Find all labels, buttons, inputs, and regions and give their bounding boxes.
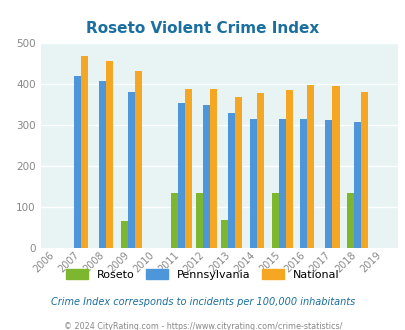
Bar [202, 105, 210, 248]
Bar [332, 86, 339, 248]
Bar [81, 56, 88, 248]
Bar [249, 119, 256, 248]
Bar [171, 193, 177, 248]
Bar [325, 120, 332, 248]
Bar [127, 92, 134, 248]
Bar [353, 122, 360, 248]
Bar [185, 89, 192, 248]
Bar [106, 61, 113, 248]
Bar [120, 221, 127, 248]
Bar [235, 97, 242, 248]
Bar [228, 113, 235, 248]
Bar [285, 90, 292, 248]
Bar [99, 81, 106, 248]
Bar [74, 77, 81, 248]
Text: Crime Index corresponds to incidents per 100,000 inhabitants: Crime Index corresponds to incidents per… [51, 297, 354, 307]
Text: © 2024 CityRating.com - https://www.cityrating.com/crime-statistics/: © 2024 CityRating.com - https://www.city… [64, 322, 341, 330]
Bar [177, 103, 185, 248]
Bar [221, 220, 228, 248]
Text: Roseto Violent Crime Index: Roseto Violent Crime Index [86, 21, 319, 36]
Bar [278, 119, 285, 248]
Bar [256, 93, 263, 248]
Bar [307, 84, 313, 248]
Bar [210, 89, 217, 248]
Bar [346, 193, 353, 248]
Bar [300, 119, 307, 248]
Legend: Roseto, Pennsylvania, National: Roseto, Pennsylvania, National [62, 265, 343, 284]
Bar [196, 193, 202, 248]
Bar [271, 193, 278, 248]
Bar [360, 92, 367, 248]
Bar [134, 71, 141, 248]
